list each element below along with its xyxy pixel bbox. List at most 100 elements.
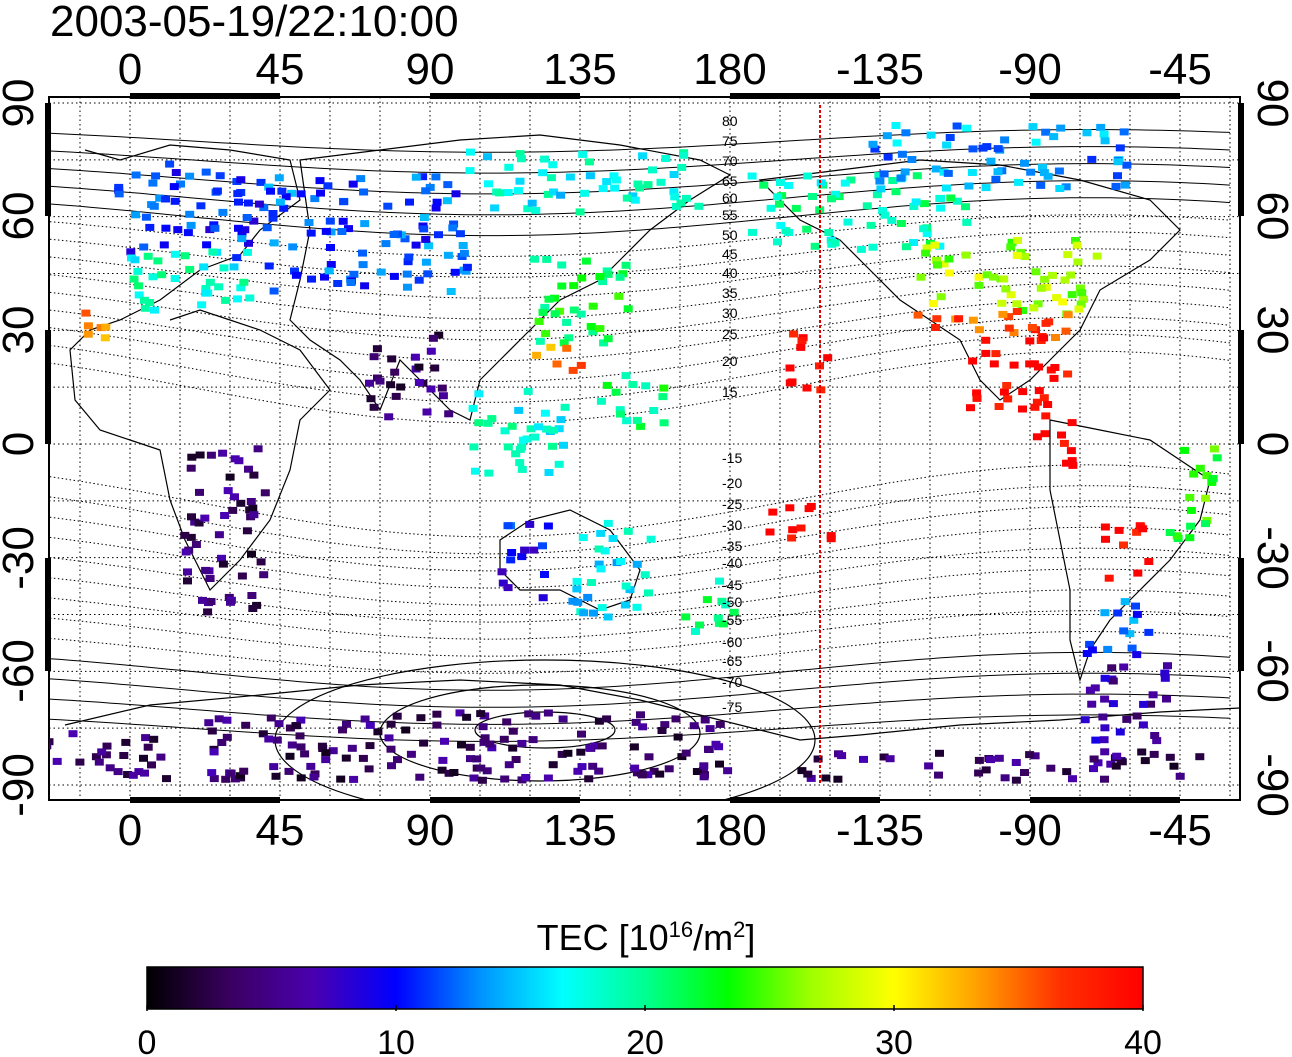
tec-point	[268, 210, 278, 217]
tec-point	[628, 381, 638, 388]
tec-point	[296, 774, 306, 782]
tec-point	[788, 526, 798, 534]
tec-point	[622, 417, 632, 425]
tec-point	[878, 207, 888, 214]
tec-point	[248, 504, 258, 512]
tec-point	[596, 565, 606, 573]
tec-point	[1067, 457, 1077, 465]
mlat-label: -25	[722, 496, 742, 512]
tec-point	[907, 156, 917, 163]
tec-point	[245, 294, 255, 302]
tec-point	[521, 774, 531, 781]
tec-point	[465, 743, 475, 751]
tec-point	[326, 228, 336, 236]
tec-point	[1039, 334, 1049, 342]
tec-point	[1059, 439, 1069, 447]
tec-point	[1062, 768, 1072, 776]
tec-point	[266, 187, 275, 195]
tec-point	[183, 229, 193, 237]
tec-point	[236, 176, 246, 184]
tec-point	[677, 163, 687, 171]
tec-point	[930, 241, 940, 249]
tec-point	[236, 499, 246, 507]
tec-point	[1212, 454, 1222, 462]
tec-point	[338, 217, 348, 225]
tec-point	[249, 217, 259, 225]
tec-point	[1054, 167, 1064, 175]
tec-point	[253, 445, 263, 453]
tec-point	[1036, 284, 1046, 292]
tec-point	[1040, 275, 1050, 283]
tec-point	[1020, 159, 1029, 167]
tec-point	[264, 735, 274, 743]
tec-point	[883, 153, 893, 161]
tec-point	[1004, 324, 1014, 332]
tec-point	[134, 291, 144, 299]
tec-point	[517, 465, 527, 473]
tec-point	[1012, 252, 1022, 259]
tec-point	[469, 774, 479, 782]
tec-point	[247, 592, 257, 599]
tec-point	[504, 761, 514, 769]
tec-point	[237, 229, 247, 237]
tec-point	[304, 219, 314, 226]
tec-point	[1006, 243, 1016, 251]
tec-point	[994, 403, 1004, 410]
tec-point	[802, 225, 812, 233]
tec-point	[530, 433, 540, 441]
tec-point	[543, 709, 553, 717]
tec-point	[266, 714, 276, 722]
tec-point	[306, 229, 316, 237]
tec-point	[369, 403, 379, 411]
tec-point	[991, 175, 1001, 183]
tec-point	[1093, 759, 1103, 767]
tec-point	[830, 239, 840, 247]
mlat-label: -35	[722, 538, 742, 554]
tec-point	[381, 240, 391, 248]
tec-point	[1077, 289, 1087, 297]
tec-point	[195, 451, 205, 459]
tec-point	[477, 776, 487, 784]
tec-point	[437, 766, 447, 774]
tec-point	[921, 249, 931, 257]
tec-point	[373, 728, 383, 736]
tec-point	[711, 740, 721, 748]
tec-point	[1089, 755, 1099, 763]
lon-tick-bottom: -45	[1148, 806, 1212, 855]
tec-point	[502, 718, 512, 726]
tec-point	[410, 353, 420, 361]
tec-point	[1085, 640, 1095, 648]
tec-point	[942, 141, 952, 149]
tec-point	[1146, 700, 1156, 708]
tec-point	[879, 170, 889, 178]
tec-point	[432, 721, 442, 729]
tec-point	[554, 425, 564, 433]
mlat-contour	[49, 163, 1231, 195]
tec-point	[483, 153, 492, 161]
tec-point	[326, 244, 335, 251]
tec-point	[870, 145, 880, 153]
tec-point	[462, 713, 472, 721]
tec-point	[1067, 419, 1077, 427]
frame-tick-bottom	[130, 797, 280, 803]
tec-point	[935, 749, 944, 757]
lon-tick-top: 0	[118, 45, 142, 94]
tec-point	[1071, 237, 1080, 244]
lat-tick-left: 30	[0, 306, 43, 355]
tec-point	[119, 752, 129, 759]
mlat-contour	[49, 350, 1231, 424]
tec-point	[348, 180, 358, 188]
lat-tick-right: -30	[1248, 526, 1292, 590]
tec-point	[274, 174, 284, 182]
tec-point	[643, 771, 653, 779]
tec-point	[147, 761, 156, 769]
tec-point	[527, 199, 537, 207]
tec-point	[515, 150, 525, 158]
coastline	[64, 679, 1240, 741]
tec-point	[721, 601, 731, 609]
tec-point	[584, 158, 594, 166]
tec-point	[455, 230, 465, 238]
tec-point	[1175, 772, 1185, 780]
tec-point	[931, 165, 941, 173]
